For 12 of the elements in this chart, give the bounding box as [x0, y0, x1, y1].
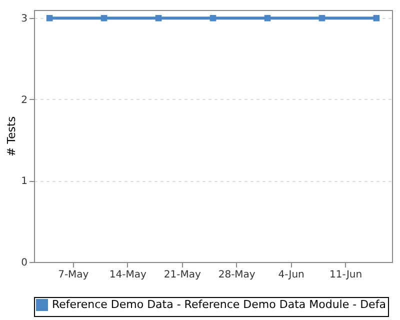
y-tick-label: 0: [21, 258, 28, 268]
x-tick-label: 21-May: [164, 270, 201, 280]
y-tick-label: 3: [21, 14, 28, 25]
y-axis-title: # Tests: [5, 116, 18, 157]
x-tick-label: 14-May: [109, 270, 146, 280]
x-tick-label: 11-Jun: [330, 270, 362, 280]
y-tick-label: 1: [21, 176, 28, 188]
x-tick-label: 4-Jun: [278, 270, 304, 280]
x-tick-label: 28-May: [218, 270, 256, 280]
y-tick-label: 2: [21, 94, 28, 106]
legend-label: Reference Demo Data - Reference Demo Data Module - Defa: [52, 298, 386, 311]
x-tick-label: 7-May: [58, 270, 89, 280]
